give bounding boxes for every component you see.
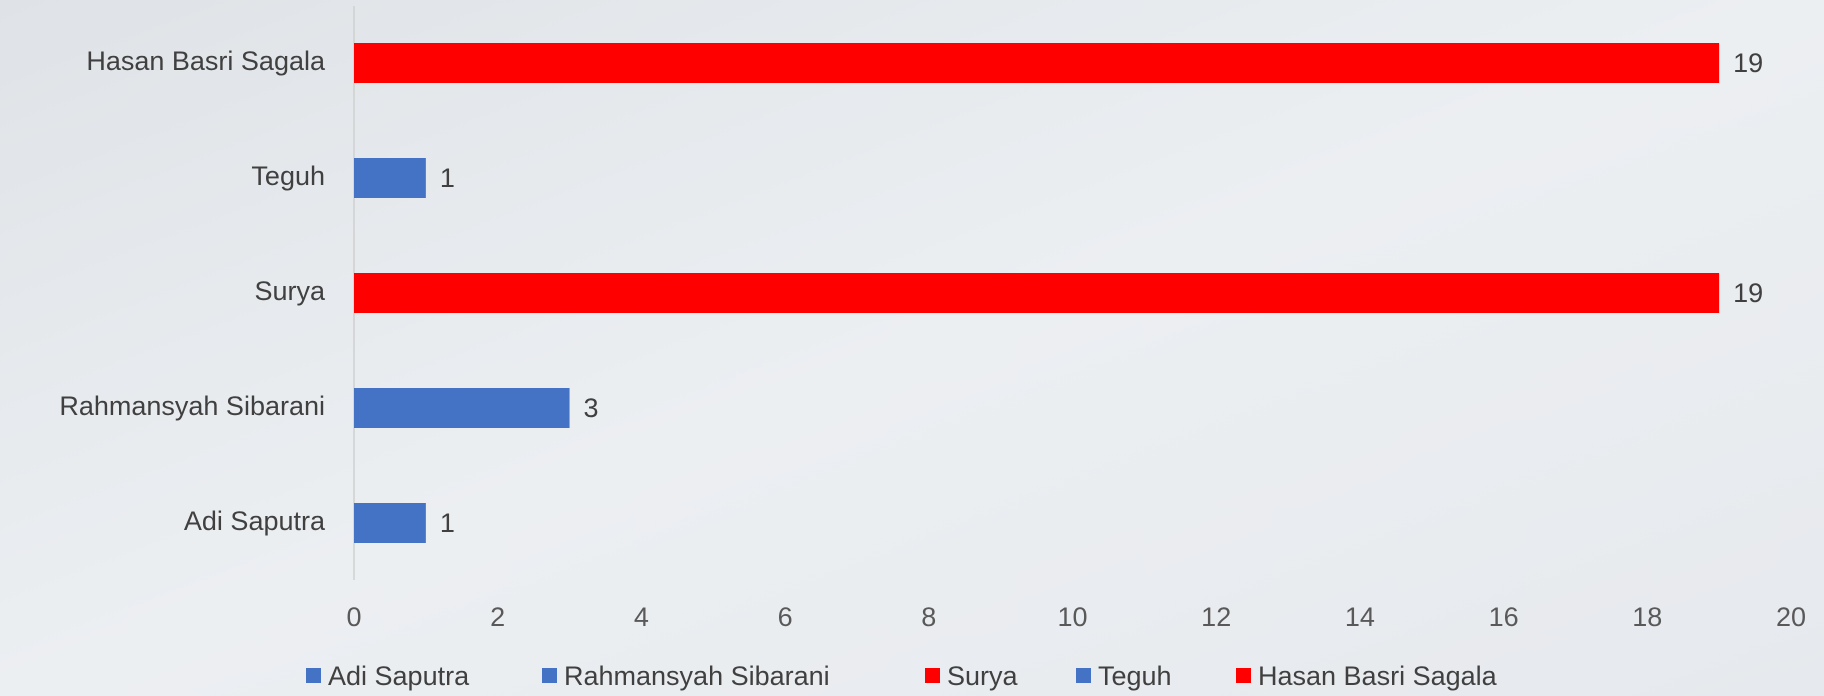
bar bbox=[354, 158, 426, 198]
legend-label: Rahmansyah Sibarani bbox=[564, 661, 830, 691]
data-label: 19 bbox=[1733, 48, 1763, 78]
legend-label: Hasan Basri Sagala bbox=[1258, 661, 1498, 691]
legend-label: Surya bbox=[947, 661, 1019, 691]
legend-swatch bbox=[542, 668, 557, 683]
bar bbox=[354, 388, 570, 428]
data-label: 3 bbox=[584, 393, 599, 423]
bar bbox=[354, 503, 426, 543]
x-tick-label: 8 bbox=[921, 602, 936, 632]
x-tick-label: 18 bbox=[1632, 602, 1662, 632]
data-label: 19 bbox=[1733, 278, 1763, 308]
y-tick-label: Adi Saputra bbox=[184, 506, 326, 536]
x-tick-label: 4 bbox=[634, 602, 649, 632]
legend-swatch bbox=[1236, 668, 1251, 683]
x-tick-label: 16 bbox=[1489, 602, 1519, 632]
legend-label: Adi Saputra bbox=[328, 661, 470, 691]
x-tick-label: 14 bbox=[1345, 602, 1375, 632]
x-tick-label: 2 bbox=[490, 602, 505, 632]
x-tick-label: 10 bbox=[1057, 602, 1087, 632]
y-tick-label: Hasan Basri Sagala bbox=[86, 46, 326, 76]
bar bbox=[354, 43, 1720, 83]
legend-swatch bbox=[925, 668, 940, 683]
bar bbox=[354, 273, 1720, 313]
data-label: 1 bbox=[440, 163, 455, 193]
x-tick-label: 20 bbox=[1776, 602, 1806, 632]
x-tick-label: 12 bbox=[1201, 602, 1231, 632]
y-tick-label: Surya bbox=[254, 276, 326, 306]
x-tick-label: 0 bbox=[346, 602, 361, 632]
legend-swatch bbox=[1076, 668, 1091, 683]
y-tick-label: Rahmansyah Sibarani bbox=[59, 391, 325, 421]
y-tick-label: Teguh bbox=[251, 161, 325, 191]
data-label: 1 bbox=[440, 508, 455, 538]
legend-swatch bbox=[306, 668, 321, 683]
legend-label: Teguh bbox=[1098, 661, 1172, 691]
x-tick-label: 6 bbox=[778, 602, 793, 632]
